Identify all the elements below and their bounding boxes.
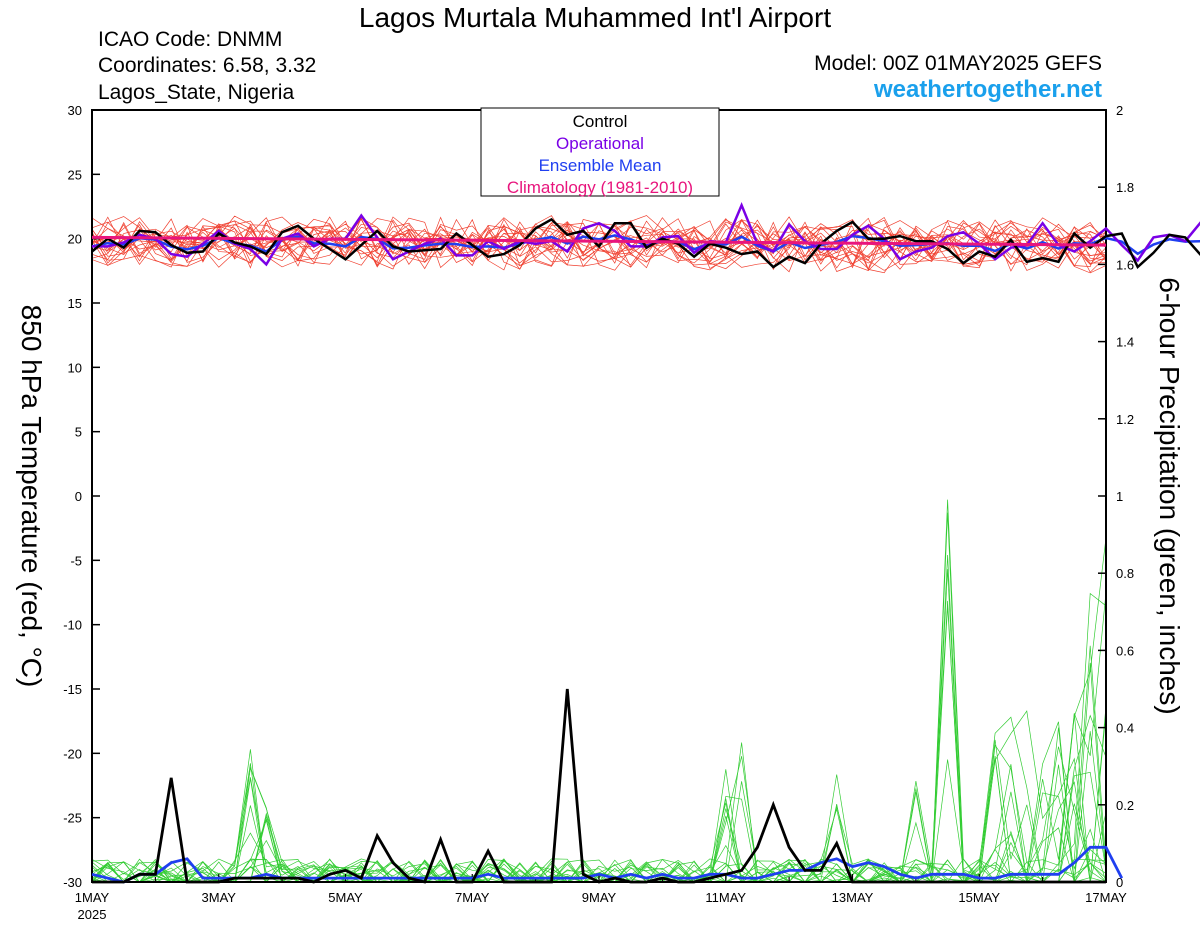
legend: Control Operational Ensemble Mean Climatolo… xyxy=(480,107,720,197)
x-tick-label: 9MAY xyxy=(582,890,617,905)
right-tick-label: 1.6 xyxy=(1116,257,1134,272)
icao-code: ICAO Code: DNMM xyxy=(98,28,283,51)
left-tick-label: -20 xyxy=(63,746,82,761)
right-tick-label: 0.6 xyxy=(1116,643,1134,658)
right-tick-label: 0.8 xyxy=(1116,566,1134,581)
website-link[interactable]: weathertogether.net xyxy=(873,76,1102,103)
left-tick-label: 30 xyxy=(68,103,82,118)
left-tick-label: 5 xyxy=(75,425,82,440)
temperature-member-line xyxy=(91,219,1107,274)
x-tick-label: 13MAY xyxy=(832,890,874,905)
x-tick-label: 5MAY xyxy=(328,890,363,905)
ensemble-members xyxy=(91,215,1107,883)
x-tick-label: 11MAY xyxy=(705,890,746,905)
x-tick-label: 15MAY xyxy=(958,890,1000,905)
chart-title: Lagos Murtala Muhammed Int'l Airport xyxy=(358,2,832,33)
temperature-member-line xyxy=(91,218,1107,274)
year-label: 2025 xyxy=(78,907,107,922)
x-tick-label: 1MAY xyxy=(75,890,110,905)
precip-ensemble-mean-line xyxy=(91,845,1124,884)
precip-control-line xyxy=(92,688,1106,884)
right-tick-label: 0.4 xyxy=(1116,721,1134,736)
left-tick-label: -30 xyxy=(63,875,82,890)
legend-entry: Ensemble Mean xyxy=(539,156,662,175)
left-tick-label: 0 xyxy=(75,489,82,504)
left-axis-label: 850 hPa Temperature (red, °C) xyxy=(16,305,47,688)
legend-entry: Control xyxy=(573,112,628,131)
temperature-member-line xyxy=(91,218,1107,267)
precip-member-line xyxy=(92,764,1107,883)
left-tick-label: 20 xyxy=(68,232,82,247)
precip-member-line xyxy=(91,714,1107,883)
legend-entry: Climatology (1981-2010) xyxy=(507,178,693,197)
right-tick-label: 1.2 xyxy=(1116,412,1134,427)
x-tick-label: 17MAY xyxy=(1085,890,1127,905)
left-tick-label: 15 xyxy=(68,296,82,311)
right-tick-label: 1.4 xyxy=(1116,335,1134,350)
climatology-line xyxy=(91,235,1107,247)
right-tick-label: 0 xyxy=(1116,875,1123,890)
right-tick-label: 2 xyxy=(1116,103,1123,118)
series-lines xyxy=(91,201,1200,884)
right-tick-label: 1 xyxy=(1116,489,1123,504)
right-axis-label: 6-hour Precipitation (green, inches) xyxy=(1154,277,1185,714)
left-tick-label: -10 xyxy=(63,618,82,633)
legend-entry: Operational xyxy=(556,134,644,153)
left-tick-label: -5 xyxy=(70,553,82,568)
temperature-member-line xyxy=(91,217,1107,267)
coordinates: Coordinates: 6.58, 3.32 xyxy=(98,54,317,77)
right-tick-label: 1.8 xyxy=(1116,180,1134,195)
legend-box xyxy=(480,107,720,197)
left-tick-label: 10 xyxy=(68,360,82,375)
right-tick-label: 0.2 xyxy=(1116,798,1134,813)
x-tick-label: 3MAY xyxy=(202,890,237,905)
x-tick-label: 7MAY xyxy=(455,890,490,905)
temp-operational-line xyxy=(92,201,1200,267)
left-tick-label: 25 xyxy=(68,167,82,182)
model-run: Model: 00Z 01MAY2025 GEFS xyxy=(814,52,1102,75)
location: Lagos_State, Nigeria xyxy=(98,81,295,104)
precip-member-line xyxy=(91,554,1107,883)
left-tick-label: -25 xyxy=(63,811,82,826)
left-tick-label: -15 xyxy=(63,682,82,697)
